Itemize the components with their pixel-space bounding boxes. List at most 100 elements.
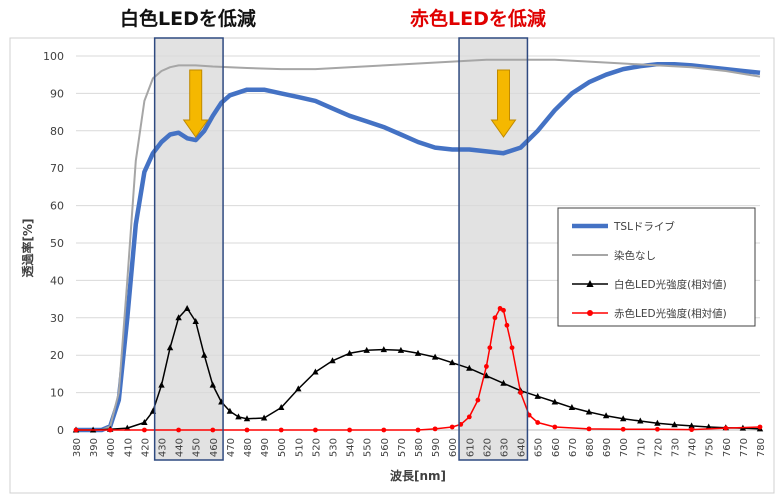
data-point-red-led	[552, 424, 558, 430]
x-tick-label: 510	[294, 438, 305, 457]
data-point-white-led	[671, 421, 678, 428]
x-tick-label: 550	[363, 438, 374, 457]
y-tick-label: 60	[50, 200, 64, 213]
x-tick-label: 630	[500, 438, 511, 457]
x-tick-label: 410	[123, 438, 134, 457]
x-tick-label: 770	[739, 438, 750, 457]
data-point-red-led	[381, 427, 387, 433]
chart-area-border	[9, 37, 775, 494]
data-point-white-led	[602, 412, 610, 419]
x-tick-label: 780	[756, 438, 767, 457]
data-point-white-led	[363, 346, 370, 353]
red-led-annotation: 赤色LEDを低減	[410, 8, 546, 30]
data-point-red-led	[176, 427, 182, 433]
x-tick-label: 430	[158, 438, 169, 457]
data-point-white-led	[209, 381, 216, 388]
y-axis-label: 透過率[%]	[20, 219, 35, 278]
highlight-band-border-0	[153, 37, 224, 461]
data-point-white-led	[192, 318, 199, 325]
legend-label-0: TSLドライブ	[613, 220, 675, 233]
data-point-red-led	[723, 425, 729, 431]
x-tick-label: 610	[465, 438, 476, 457]
highlight-band-0	[154, 38, 224, 460]
legend-marker-triangle	[586, 280, 594, 287]
x-tick-label: 530	[329, 438, 340, 457]
x-tick-label: 490	[260, 438, 271, 457]
data-point-white-led	[278, 404, 285, 411]
data-point-red-led	[518, 390, 523, 395]
x-tick-label: 680	[585, 438, 596, 457]
data-point-white-led	[124, 424, 131, 431]
y-tick-label: 90	[50, 87, 64, 100]
x-tick-label: 600	[448, 438, 459, 457]
data-point-white-led	[312, 368, 319, 375]
data-point-red-led	[449, 424, 455, 430]
x-tick-label: 590	[431, 438, 442, 457]
x-tick-label: 620	[482, 438, 493, 457]
down-arrow-icon	[490, 69, 517, 138]
data-point-red-led	[142, 427, 147, 433]
data-point-red-led	[278, 427, 284, 433]
y-tick-label: 50	[50, 237, 64, 250]
x-tick-label: 470	[226, 438, 237, 457]
x-tick-label: 420	[140, 438, 151, 457]
y-tick-label: 30	[50, 312, 64, 325]
data-point-red-led	[492, 315, 498, 321]
data-point-white-led	[158, 381, 165, 388]
data-point-white-led	[414, 349, 422, 356]
data-point-white-led	[500, 379, 507, 386]
x-tick-label: 520	[311, 438, 322, 457]
data-point-white-led	[637, 417, 644, 424]
data-point-white-led	[346, 349, 353, 356]
data-point-white-led	[449, 359, 456, 366]
data-point-white-led	[295, 385, 302, 392]
legend-label-2: 白色LED光強度(相対値)	[614, 278, 727, 291]
data-point-white-led	[260, 414, 268, 421]
highlight-band-border-1	[458, 37, 529, 461]
data-point-red-led	[347, 427, 352, 433]
x-tick-label: 700	[619, 438, 630, 457]
y-tick-label: 70	[50, 162, 64, 175]
data-point-white-led	[166, 344, 174, 351]
data-point-white-led	[688, 422, 695, 429]
x-tick-label: 660	[551, 438, 562, 457]
x-tick-label: 580	[414, 438, 425, 457]
series-line-0	[76, 61, 761, 433]
x-tick-label: 540	[346, 438, 357, 457]
data-point-red-led	[504, 322, 510, 328]
x-tick-label: 690	[602, 438, 613, 457]
x-tick-label: 730	[671, 438, 682, 457]
x-tick-label: 710	[636, 438, 647, 457]
data-point-white-led	[141, 419, 148, 426]
data-point-red-led	[313, 427, 318, 433]
data-point-white-led	[380, 346, 387, 353]
legend-label-1: 染色なし	[614, 249, 656, 262]
x-tick-label: 650	[534, 438, 545, 457]
data-point-white-led	[175, 314, 182, 321]
x-tick-label: 480	[243, 438, 254, 457]
highlight-band-1	[459, 38, 528, 460]
x-tick-label: 670	[568, 438, 579, 457]
data-point-red-led	[484, 364, 489, 369]
x-tick-label: 640	[517, 438, 528, 457]
y-tick-label: 40	[50, 274, 64, 287]
y-tick-label: 0	[57, 424, 64, 437]
data-point-red-led	[655, 426, 660, 432]
y-tick-label: 80	[50, 125, 64, 138]
x-tick-label: 570	[397, 438, 408, 457]
data-point-red-led	[509, 345, 515, 351]
x-tick-label: 760	[722, 438, 733, 457]
data-point-red-led	[415, 427, 421, 433]
data-point-white-led	[329, 357, 336, 364]
data-point-red-led	[689, 427, 694, 433]
x-tick-label: 560	[380, 438, 391, 457]
data-point-white-led	[620, 415, 627, 422]
data-point-white-led	[397, 346, 405, 353]
data-point-white-led	[654, 419, 661, 426]
data-point-white-led	[466, 364, 473, 371]
data-point-white-led	[568, 404, 576, 411]
data-point-white-led	[243, 415, 251, 422]
data-point-red-led	[244, 427, 250, 433]
